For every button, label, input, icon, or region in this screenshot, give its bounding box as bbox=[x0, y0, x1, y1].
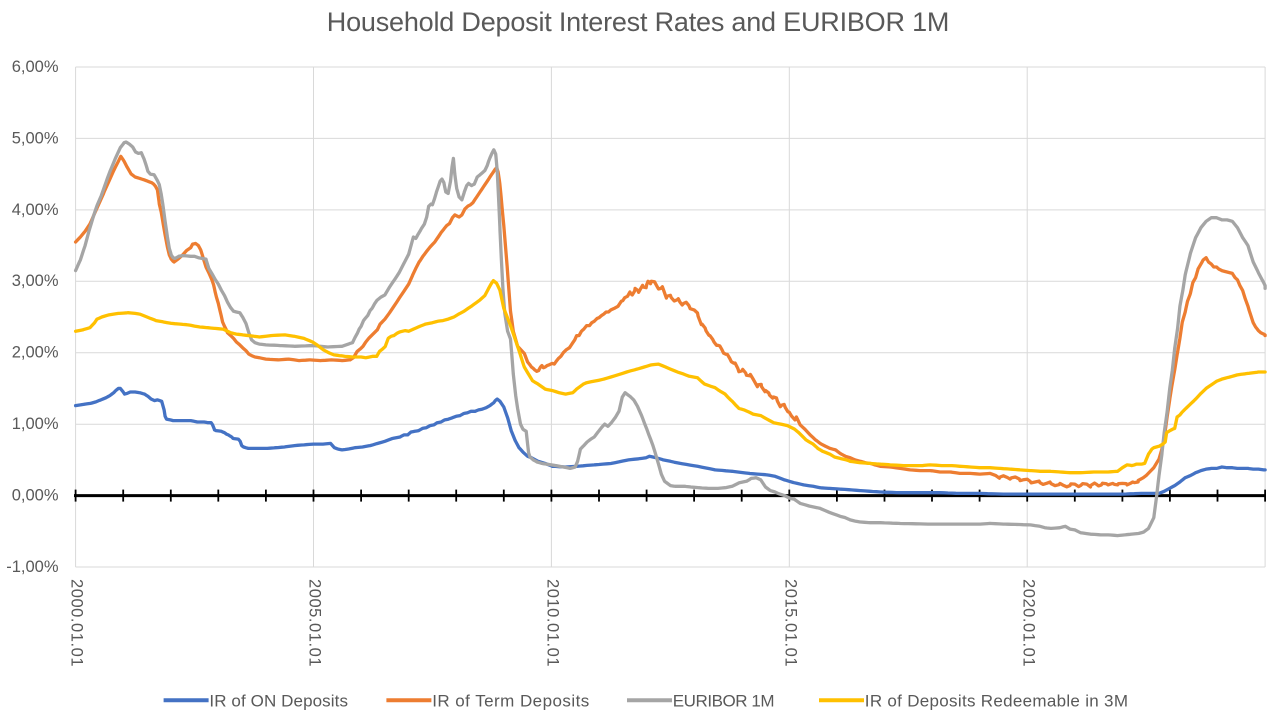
svg-text:0,00%: 0,00% bbox=[12, 487, 59, 505]
svg-text:2015.01.01: 2015.01.01 bbox=[781, 579, 799, 667]
svg-text:2000.01.01: 2000.01.01 bbox=[68, 579, 86, 667]
svg-text:EURIBOR 1M: EURIBOR 1M bbox=[673, 691, 774, 710]
svg-text:IR of Deposits Redeemable in 3: IR of Deposits Redeemable in 3M bbox=[865, 691, 1128, 710]
svg-text:Household Deposit Interest Rat: Household Deposit Interest Rates and EUR… bbox=[327, 7, 949, 37]
svg-text:2020.01.01: 2020.01.01 bbox=[1019, 579, 1037, 667]
svg-text:1,00%: 1,00% bbox=[12, 415, 59, 433]
svg-text:3,00%: 3,00% bbox=[12, 272, 59, 290]
svg-text:2005.01.01: 2005.01.01 bbox=[306, 579, 324, 667]
svg-text:-1,00%: -1,00% bbox=[6, 558, 59, 576]
svg-text:IR of ON Deposits: IR of ON Deposits bbox=[209, 691, 348, 710]
svg-text:4,00%: 4,00% bbox=[12, 201, 59, 219]
svg-text:2,00%: 2,00% bbox=[12, 344, 59, 362]
svg-text:IR of Term Deposits: IR of Term Deposits bbox=[432, 691, 590, 710]
svg-text:2010.01.01: 2010.01.01 bbox=[544, 579, 562, 667]
svg-text:5,00%: 5,00% bbox=[12, 129, 59, 147]
svg-text:6,00%: 6,00% bbox=[12, 58, 59, 76]
